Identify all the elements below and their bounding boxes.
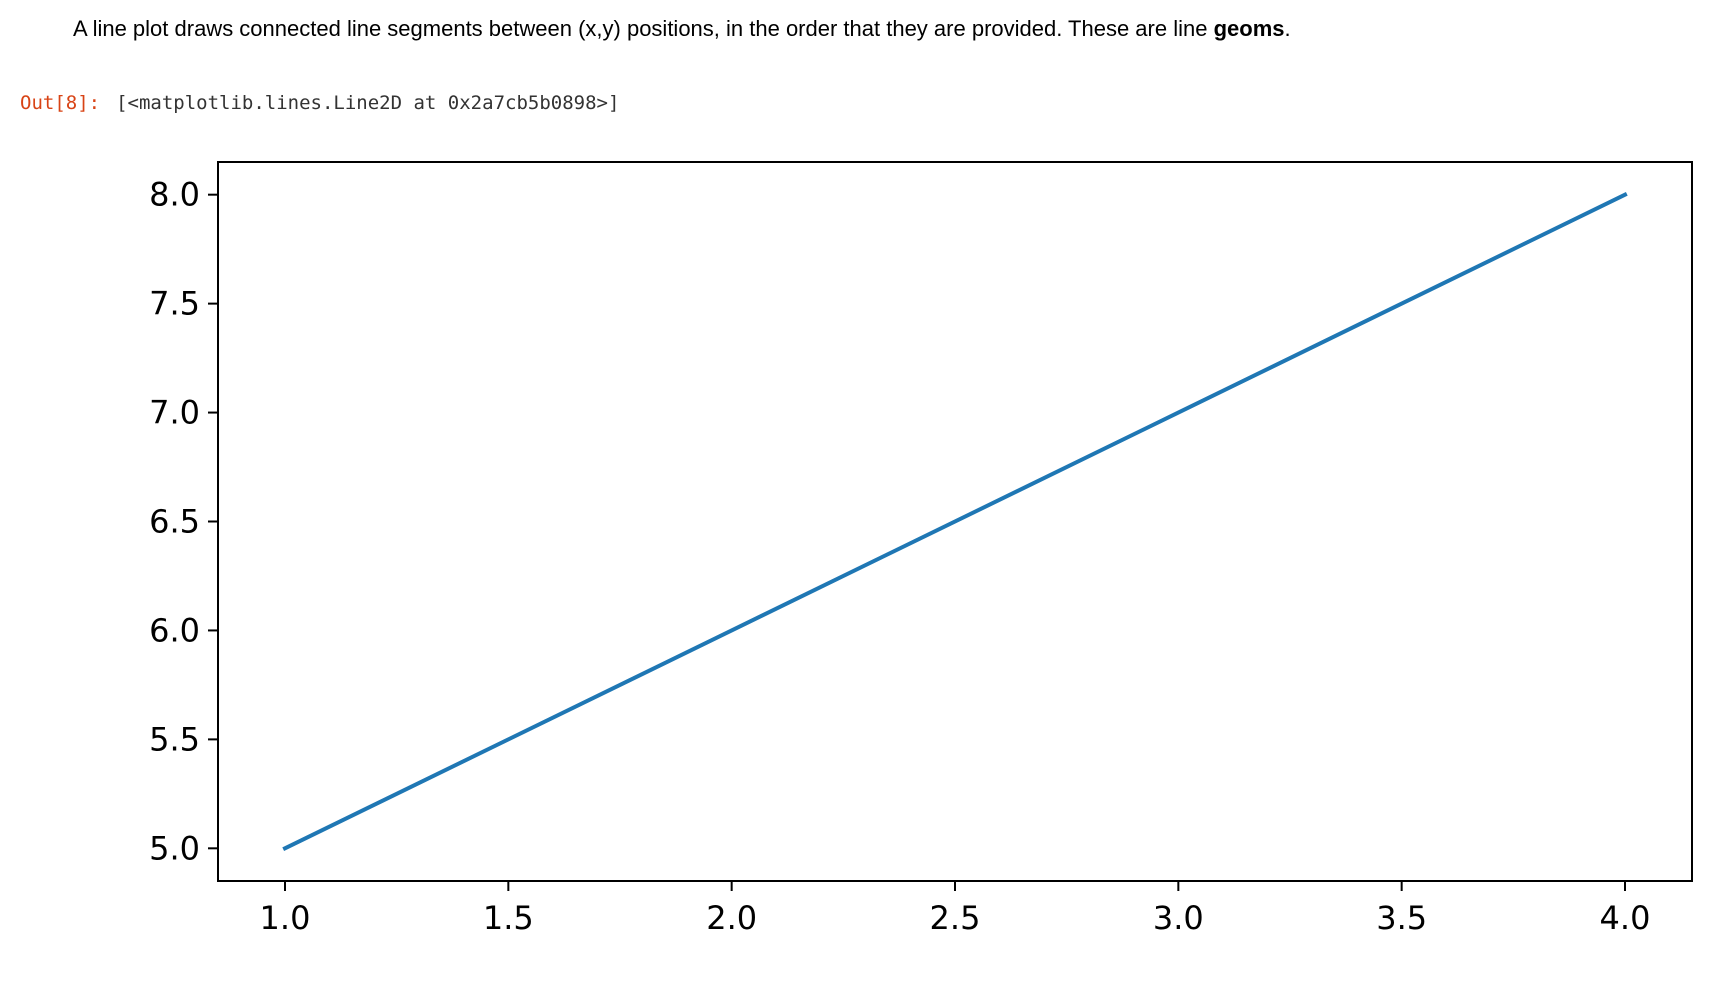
x-tick-label: 1.0: [260, 899, 311, 937]
series-line: [282, 192, 1628, 851]
x-tick-label: 2.0: [706, 899, 757, 937]
y-tick-label: 5.0: [149, 829, 200, 867]
intro-text: A line plot draws connected line segment…: [73, 16, 1291, 42]
x-tick-label: 3.5: [1376, 899, 1427, 937]
axes-frame: [217, 161, 1693, 882]
y-tick-label: 6.0: [149, 611, 200, 649]
y-tick-label: 7.0: [149, 394, 200, 432]
tick-group: 1.0 1.5 2.0 2.5 3.0 3.5 4.0 5.0 5.5 6.0 6.5 7.0 7.5 8…: [149, 176, 1650, 937]
y-tick-label: 7.5: [149, 285, 200, 323]
y-tick-label: 5.5: [149, 720, 200, 758]
series-group: [282, 192, 1628, 851]
x-tick-label: 4.0: [1600, 899, 1651, 937]
x-tick-label: 3.0: [1153, 899, 1204, 937]
output-row: Out[8]: [<matplotlib.lines.Line2D at 0x2a…: [20, 92, 619, 114]
intro-text-end: .: [1284, 16, 1291, 41]
y-tick-label: 6.5: [149, 503, 200, 541]
output-prompt: Out[8]:: [20, 92, 101, 114]
intro-text-bold: geoms: [1213, 16, 1285, 41]
output-text: [<matplotlib.lines.Line2D at 0x2a7cb5b08…: [116, 92, 620, 114]
intro-text-main: A line plot draws connected line segment…: [73, 16, 1214, 41]
x-tick-label: 2.5: [930, 899, 981, 937]
x-tick-label: 1.5: [483, 899, 534, 937]
y-tick-label: 8.0: [149, 176, 200, 214]
